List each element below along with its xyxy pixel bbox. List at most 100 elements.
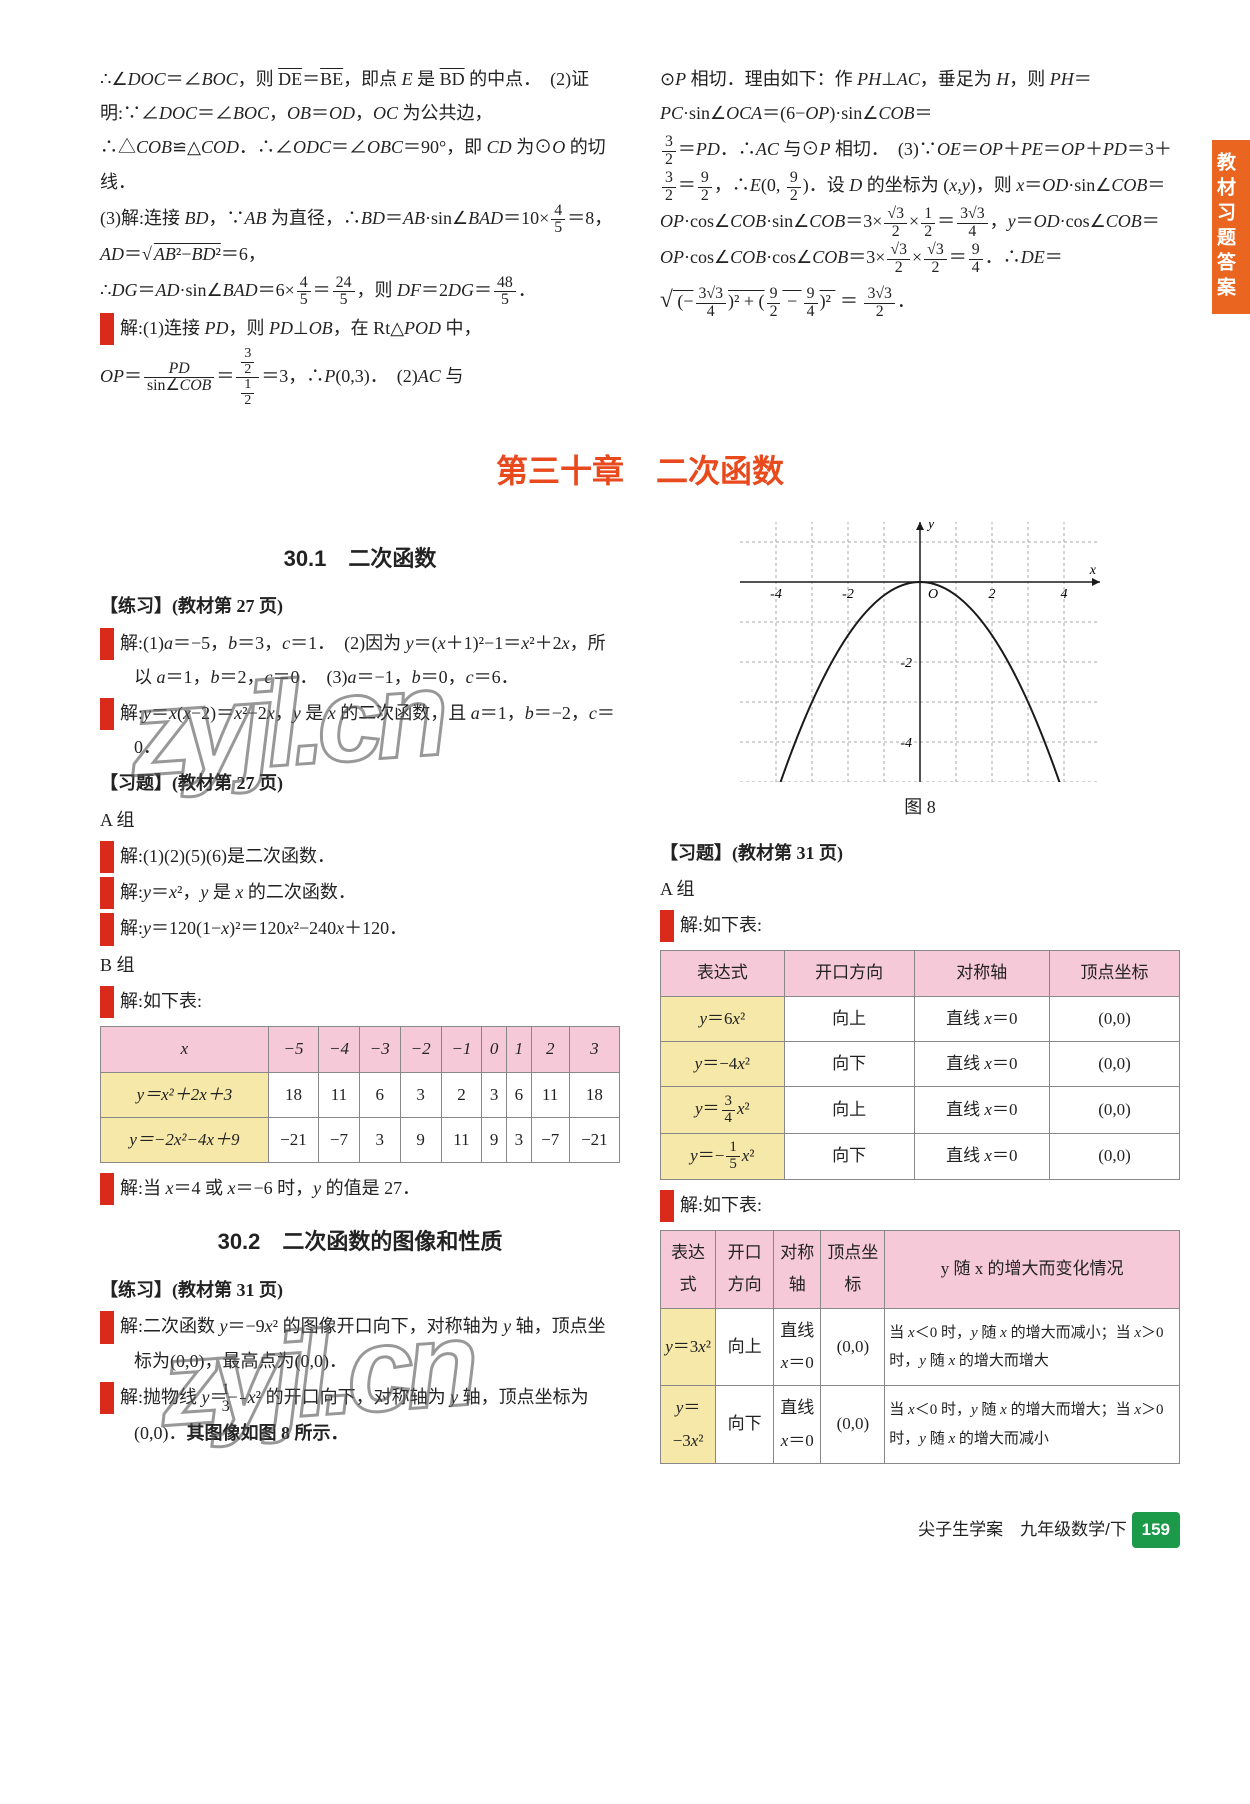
top-right: ⊙P 相切．理由如下：作 PH⊥AC，垂足为 H，则 PH＝PC·sin∠OCA… bbox=[660, 60, 1180, 411]
table-cell: 直线 x＝0 bbox=[914, 996, 1049, 1041]
exercise-head: 【习题】(教材第 27 页) bbox=[100, 766, 620, 800]
figure-caption: 图 8 bbox=[660, 790, 1180, 824]
table-cell: 1 bbox=[507, 1027, 532, 1072]
svg-text:-4: -4 bbox=[900, 736, 912, 751]
svg-text:x: x bbox=[1089, 563, 1097, 578]
table-cell: 3 bbox=[359, 1117, 400, 1162]
table-cell: (0,0) bbox=[821, 1308, 885, 1386]
group-label: B 组 bbox=[100, 948, 620, 982]
table-cell: 当 x＜0 时，y 随 x 的增大而增大；当 x＞0 时，y 随 x 的增大而减… bbox=[885, 1386, 1180, 1464]
text: 2解:抛物线 y＝−13x² 的开口向下，对称轴为 y 轴，顶点坐标为(0,0)… bbox=[100, 1380, 620, 1450]
table-cell: −2 bbox=[400, 1027, 441, 1072]
table-cell: 顶点坐标 bbox=[1050, 951, 1180, 996]
text: 32＝PD．∴AC 与⊙P 相切． (3)∵OE＝OP＋PE＝OP＋PD＝3＋3… bbox=[660, 132, 1180, 276]
table-cell: 11 bbox=[319, 1072, 360, 1117]
table-cell: (0,0) bbox=[821, 1386, 885, 1464]
table-cell: 直线 x＝0 bbox=[914, 1041, 1049, 1086]
table-cell: 18 bbox=[569, 1072, 619, 1117]
table-cell: 3 bbox=[507, 1117, 532, 1162]
table-cell: 向上 bbox=[784, 996, 914, 1041]
table-cell: y＝3x² bbox=[661, 1308, 716, 1386]
table-cell: 0 bbox=[482, 1027, 507, 1072]
page-footer: 尖子生学案 九年级数学/下 159 bbox=[100, 1512, 1180, 1548]
table-cell: 顶点坐标 bbox=[821, 1231, 885, 1309]
table-cell: 2 bbox=[531, 1027, 569, 1072]
table-cell: 直线 x＝0 bbox=[914, 1087, 1049, 1133]
table-cell: 11 bbox=[531, 1072, 569, 1117]
table-cell: 开口方向 bbox=[716, 1231, 774, 1309]
parabola-chart: -4-224-2-4Oxy bbox=[740, 522, 1100, 782]
table-cell: (0,0) bbox=[1050, 1041, 1180, 1086]
table-cell: 2 bbox=[441, 1072, 482, 1117]
text: 1解:(1)a＝−5，b＝3，c＝1． (2)因为 y＝(x＋1)²−1＝x²＋… bbox=[100, 626, 620, 694]
table-cell: 对称轴 bbox=[914, 951, 1049, 996]
table-cell: −21 bbox=[268, 1117, 318, 1162]
book-name: 尖子生学案 九年级数学/下 bbox=[918, 1520, 1127, 1539]
table-cell: 3 bbox=[569, 1027, 619, 1072]
practice-head: 【练习】(教材第 27 页) bbox=[100, 589, 620, 623]
svg-text:-2: -2 bbox=[900, 656, 912, 671]
svg-text:O: O bbox=[928, 587, 938, 602]
table-cell: 3 bbox=[400, 1072, 441, 1117]
text: 2解:y＝x²，y 是 x 的二次函数． bbox=[100, 875, 620, 909]
exercise-head: 【习题】(教材第 31 页) bbox=[660, 836, 1180, 870]
table-cell: 向下 bbox=[784, 1133, 914, 1179]
svg-text:y: y bbox=[926, 522, 935, 532]
top-block: ∴∠DOC＝∠BOC，则 DE＝BE，即点 E 是 BD 的中点． (2)证明:… bbox=[100, 60, 1180, 411]
text: 1解:(1)(2)(5)(6)是二次函数． bbox=[100, 839, 620, 873]
table-cell: x bbox=[101, 1027, 269, 1072]
table-cell: 向下 bbox=[784, 1041, 914, 1086]
table-cell: y＝−2x²−4x＋9 bbox=[101, 1117, 269, 1162]
table-cell: 表达式 bbox=[661, 1231, 716, 1309]
main-block: 30.1 二次函数 【练习】(教材第 27 页) 1解:(1)a＝−5，b＝3，… bbox=[100, 522, 1180, 1472]
text: 2解:(1)连接 PD，则 PD⊥OB，在 Rt△POD 中， bbox=[100, 311, 620, 345]
text: 1解:二次函数 y＝−9x² 的图像开口向下，对称轴为 y 轴，顶点坐标为(0,… bbox=[100, 1309, 620, 1377]
table-cell: −3 bbox=[359, 1027, 400, 1072]
svg-text:2: 2 bbox=[989, 587, 996, 602]
table-cell: −21 bbox=[569, 1117, 619, 1162]
table-cell: y＝34x² bbox=[661, 1087, 785, 1133]
group-label: A 组 bbox=[100, 803, 620, 837]
table-cell: y＝6x² bbox=[661, 996, 785, 1041]
table-cell: y＝x²＋2x＋3 bbox=[101, 1072, 269, 1117]
table-cell: 当 x＜0 时，y 随 x 的增大而减小；当 x＞0 时，y 随 x 的增大而增… bbox=[885, 1308, 1180, 1386]
table-cell: −7 bbox=[531, 1117, 569, 1162]
table-cell: (0,0) bbox=[1050, 1133, 1180, 1179]
table-cell: 向上 bbox=[716, 1308, 774, 1386]
table-cell: 直线x＝0 bbox=[774, 1386, 821, 1464]
text: 2解:如下表: bbox=[660, 1188, 1180, 1222]
table-cell: y＝−3x² bbox=[661, 1386, 716, 1464]
table-cell: y＝−4x² bbox=[661, 1041, 785, 1086]
table-cell: (0,0) bbox=[1050, 996, 1180, 1041]
text: 1解:如下表: bbox=[100, 984, 620, 1018]
text: 2解:当 x＝4 或 x＝−6 时，y 的值是 27． bbox=[100, 1171, 620, 1205]
page-number: 159 bbox=[1132, 1512, 1180, 1548]
table-cell: 对称轴 bbox=[774, 1231, 821, 1309]
text: 2解:y＝x(x−2)＝x²−2x，y 是 x 的二次函数，且 a＝1，b＝−2… bbox=[100, 696, 620, 764]
text: ∴∠DOC＝∠BOC，则 DE＝BE，即点 E 是 BD 的中点． (2)证明:… bbox=[100, 62, 620, 199]
text: ∴DG＝AD·sin∠BAD＝6×45＝245，则 DF＝2DG＝485． bbox=[100, 273, 620, 309]
side-tab: 教材习题答案 bbox=[1212, 140, 1250, 314]
table-cell: 向下 bbox=[716, 1386, 774, 1464]
table-cell: (0,0) bbox=[1050, 1087, 1180, 1133]
table-cell: 9 bbox=[482, 1117, 507, 1162]
section-title: 30.2 二次函数的图像和性质 bbox=[100, 1221, 620, 1263]
text: √ (−3√34)² + (92 − 94)² ＝ 3√32． bbox=[660, 278, 1180, 322]
svg-text:4: 4 bbox=[1061, 587, 1068, 602]
table-a2: 表达式开口方向对称轴顶点坐标y 随 x 的增大而变化情况 y＝3x²向上直线x＝… bbox=[660, 1230, 1180, 1464]
text: OP＝PDsin∠COB＝3212＝3，∴P(0,3)． (2)AC 与 bbox=[100, 347, 620, 409]
text: 3解:y＝120(1−x)²＝120x²−240x＋120． bbox=[100, 911, 620, 945]
table-cell: 开口方向 bbox=[784, 951, 914, 996]
table-cell: 11 bbox=[441, 1117, 482, 1162]
right-column: -4-224-2-4Oxy 图 8 【习题】(教材第 31 页) A 组 1解:… bbox=[660, 522, 1180, 1472]
text: 1解:如下表: bbox=[660, 908, 1180, 942]
table-cell: 6 bbox=[507, 1072, 532, 1117]
table-cell: 9 bbox=[400, 1117, 441, 1162]
top-left: ∴∠DOC＝∠BOC，则 DE＝BE，即点 E 是 BD 的中点． (2)证明:… bbox=[100, 60, 620, 411]
table-cell: 直线 x＝0 bbox=[914, 1133, 1049, 1179]
section-title: 30.1 二次函数 bbox=[100, 538, 620, 580]
table-cell: 6 bbox=[359, 1072, 400, 1117]
table-cell: 3 bbox=[482, 1072, 507, 1117]
table-cell: 表达式 bbox=[661, 951, 785, 996]
table-b1: x−5−4−3−2−10123 y＝x²＋2x＋31811632361118 y… bbox=[100, 1026, 620, 1163]
